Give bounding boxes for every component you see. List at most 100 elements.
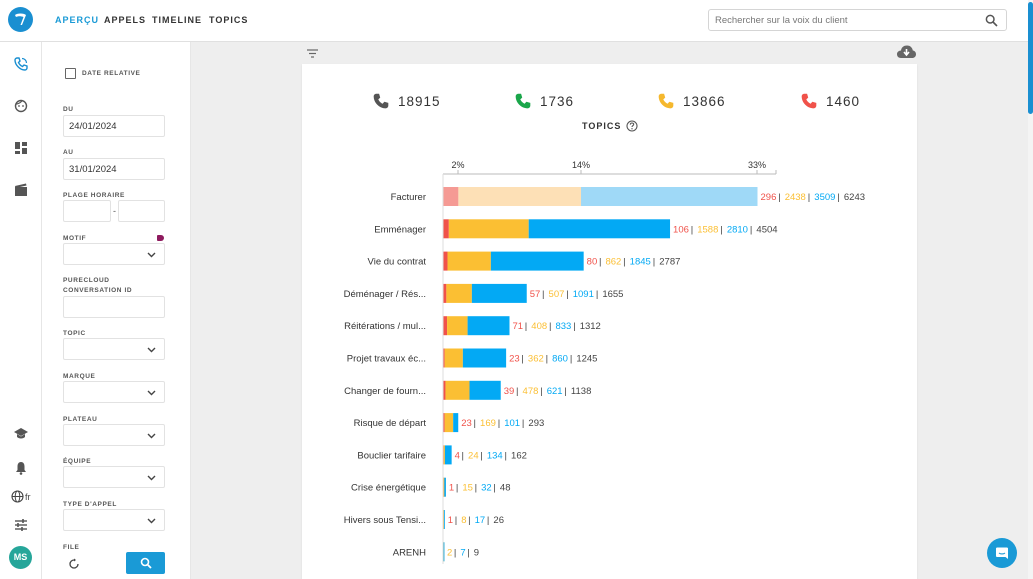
topic-value-separator: | (546, 354, 548, 365)
movie-icon[interactable] (13, 182, 29, 198)
search-icon[interactable] (985, 14, 998, 32)
topic-bar-segment (444, 477, 446, 497)
search-input[interactable] (715, 13, 975, 28)
phone-icon (658, 93, 674, 109)
purecloud-label: PURECLOUD CONVERSATION ID (63, 277, 133, 294)
topic-value-separator: | (549, 321, 551, 332)
school-icon[interactable] (13, 426, 29, 442)
plage-start-field[interactable] (63, 200, 111, 222)
topic-value-label: 6243 (844, 192, 865, 203)
scrollbar[interactable] (1028, 0, 1033, 579)
plateau-label: PLATEAU (63, 416, 98, 423)
topic-label: Crise énergétique (351, 483, 426, 494)
topic-value-separator: | (596, 289, 598, 300)
bell-icon[interactable] (13, 460, 29, 476)
topic-select[interactable] (63, 338, 165, 360)
topic-value-label: 15 (462, 483, 473, 494)
topic-value-label: 4 (455, 450, 460, 461)
top-bar: APERÇU APPELS TIMELINE TOPICS (0, 0, 1033, 42)
topic-value-separator: | (456, 483, 458, 494)
overview-card: 18915 1736 13866 1460 TOPICS 2% 14% 33% Fac… (302, 64, 917, 579)
topic-value-label: 1655 (602, 289, 623, 300)
motif-label: MOTIF (63, 235, 87, 242)
axis-tick-label: 14% (572, 160, 590, 170)
dashboard-icon[interactable] (13, 140, 29, 156)
purecloud-id-field[interactable] (63, 296, 165, 318)
topic-value-label: 48 (500, 483, 511, 494)
topic-value-separator: | (455, 515, 457, 526)
plage-end-field[interactable] (118, 200, 165, 222)
kpi-red: 1460 (800, 92, 860, 110)
topic-value-label: 1091 (573, 289, 594, 300)
file-label: FILE (63, 544, 80, 551)
avatar[interactable]: MS (9, 546, 32, 569)
tab-apercu[interactable]: APERÇU (55, 15, 100, 25)
topic-value-separator: | (505, 450, 507, 461)
filter-list-icon[interactable] (306, 46, 319, 64)
topic-label: Projet travaux éc... (347, 354, 426, 365)
plateau-select[interactable] (63, 424, 165, 446)
topic-value-separator: | (487, 515, 489, 526)
topic-bar-segment (443, 510, 445, 529)
cloud-download-icon[interactable] (896, 44, 917, 65)
topic-value-separator: | (778, 192, 780, 203)
topic-value-label: 23 (509, 354, 520, 365)
axis-tick-label: 33% (748, 160, 766, 170)
topic-bar-segment (462, 348, 507, 368)
topic-value-label: 1 (449, 483, 454, 494)
help-icon[interactable] (626, 120, 638, 132)
topic-label: Bouclier tarifaire (357, 450, 426, 461)
topics-chart: 2% 14% 33%Facturer 296 | 2438 | 3509 | 6243Emména… (344, 160, 865, 564)
tab-topics[interactable]: TOPICS (209, 15, 249, 25)
topic-value-separator: | (522, 418, 524, 429)
tag-icon (157, 235, 164, 241)
topic-value-separator: | (493, 483, 495, 494)
chat-button[interactable] (987, 538, 1017, 568)
topic-value-label: 2810 (727, 224, 748, 235)
topic-value-label: 4504 (756, 224, 777, 235)
equipe-select[interactable] (63, 466, 165, 488)
phone-icon (801, 93, 817, 109)
face-icon[interactable] (13, 98, 29, 114)
chevron-down-icon (147, 475, 156, 481)
marque-select[interactable] (63, 381, 165, 403)
topic-value-separator: | (525, 321, 527, 332)
tune-icon[interactable] (13, 517, 29, 533)
motif-select[interactable] (63, 243, 165, 265)
app-logo[interactable] (8, 7, 33, 32)
topic-label: Emménager (374, 224, 426, 235)
tab-timeline[interactable]: TIMELINE (152, 15, 202, 25)
topic-value-label: 17 (475, 515, 486, 526)
phone-icon[interactable] (13, 56, 29, 72)
topic-bar-segment (490, 251, 584, 271)
topic-label: ARENH (393, 547, 426, 558)
topic-bar-segment (447, 316, 468, 336)
language-code: fr (25, 491, 31, 502)
globe-icon (11, 490, 24, 503)
language-selector[interactable]: fr (11, 490, 31, 503)
au-field[interactable]: 31/01/2024 (63, 158, 165, 180)
topics-title-text: TOPICS (582, 121, 622, 131)
topic-bar-segment (443, 251, 448, 271)
topic-value-label: 169 (480, 418, 496, 429)
du-field[interactable]: 24/01/2024 (63, 115, 165, 137)
chevron-down-icon (147, 390, 156, 396)
kpi-red-value: 1460 (826, 93, 861, 109)
topic-label: TOPIC (63, 330, 86, 337)
topic-value-label: 134 (487, 450, 503, 461)
relative-date-checkbox[interactable] (65, 68, 76, 79)
topic-bar-segment (443, 510, 445, 529)
topic-bar-segment (444, 445, 452, 465)
phone-icon (515, 93, 531, 109)
du-label: DU (63, 106, 74, 113)
topic-bar-segment (453, 413, 459, 433)
scrollbar-thumb[interactable] (1028, 2, 1033, 114)
topic-value-label: 8 (461, 515, 466, 526)
topic-bar-segment (443, 348, 445, 368)
topic-bar-segment (471, 283, 527, 303)
search-button[interactable] (126, 552, 165, 574)
tab-appels[interactable]: APPELS (104, 15, 147, 25)
topic-value-label: 621 (547, 386, 563, 397)
type-appel-select[interactable] (63, 509, 165, 531)
reset-icon[interactable] (68, 557, 80, 575)
